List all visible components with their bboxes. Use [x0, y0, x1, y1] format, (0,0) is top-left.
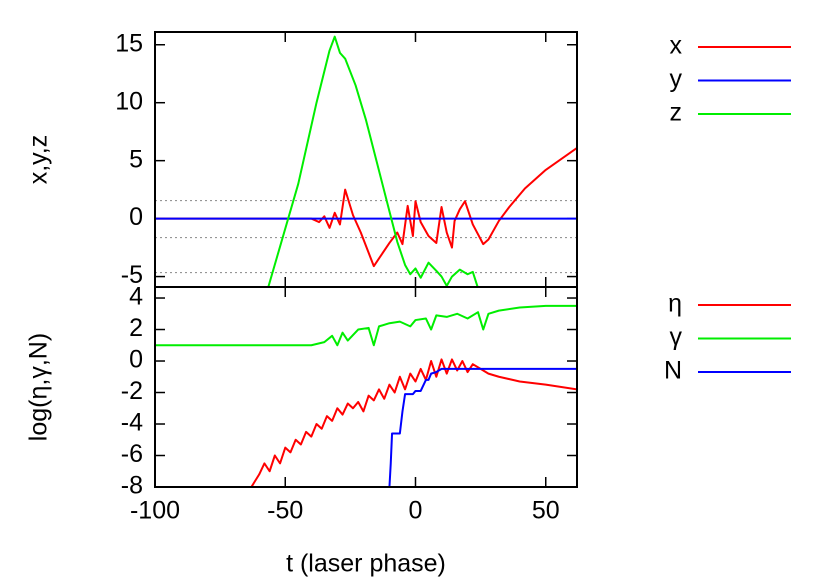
y-tick-label: 0: [129, 346, 143, 374]
series-line: [155, 304, 577, 347]
plot-area: [155, 304, 577, 487]
y-tick-label: -2: [121, 377, 143, 405]
series-line: [388, 367, 577, 487]
y-tick-label: 2: [129, 314, 143, 342]
series-line: [267, 35, 479, 287]
plot-frame: [154, 286, 578, 488]
y-axis-label: x,y,z: [25, 135, 53, 185]
y-tick-label: -4: [121, 409, 143, 437]
legend-label: N: [664, 357, 682, 385]
y-tick-label: -8: [121, 472, 143, 500]
x-tick-label: -100: [130, 497, 180, 525]
legend-label: y: [670, 65, 683, 93]
series-line: [155, 147, 577, 268]
y-tick-label: -6: [121, 440, 143, 468]
x-tick-label: -50: [267, 497, 303, 525]
y-tick-label: 4: [129, 283, 143, 311]
legend-label: z: [670, 99, 683, 127]
legend-label: η: [668, 290, 682, 318]
series-line: [250, 358, 577, 487]
x-tick-label: 50: [532, 497, 560, 525]
x-axis-label: t (laser phase): [286, 550, 446, 578]
y-axis-label: log(η,γ,N): [25, 333, 53, 441]
legend-label: x: [670, 32, 683, 60]
x-tick-label: 0: [409, 497, 423, 525]
y-tick-label: 15: [115, 29, 143, 57]
y-tick-label: 0: [129, 203, 143, 231]
y-tick-label: -5: [121, 261, 143, 289]
y-tick-label: 5: [129, 145, 143, 173]
legend-label: γ: [670, 323, 683, 351]
y-tick-label: 10: [115, 87, 143, 115]
plot-frame: [154, 31, 578, 288]
plot-area: [155, 35, 577, 287]
